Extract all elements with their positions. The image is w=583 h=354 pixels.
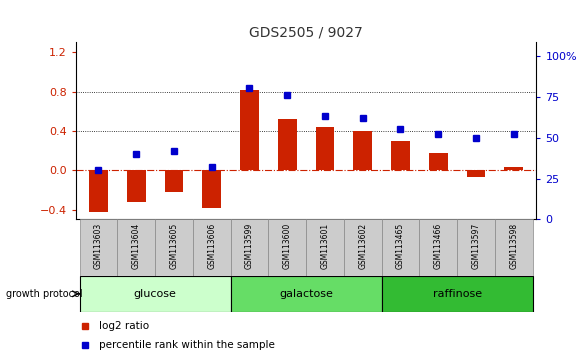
- Bar: [391, 141, 410, 170]
- Text: GSM113601: GSM113601: [321, 222, 329, 269]
- Bar: [504, 167, 523, 170]
- Bar: [193, 219, 230, 278]
- Text: GSM113598: GSM113598: [509, 222, 518, 269]
- Text: GSM113600: GSM113600: [283, 222, 292, 269]
- Bar: [306, 219, 344, 278]
- Text: GSM113466: GSM113466: [434, 222, 442, 269]
- Bar: [429, 153, 448, 170]
- Title: GDS2505 / 9027: GDS2505 / 9027: [249, 26, 363, 40]
- Text: raffinose: raffinose: [433, 289, 482, 299]
- Bar: [278, 119, 297, 170]
- Bar: [155, 219, 193, 278]
- Bar: [240, 90, 259, 170]
- Bar: [89, 170, 108, 212]
- Bar: [117, 219, 155, 278]
- Text: GSM113605: GSM113605: [170, 222, 178, 269]
- Text: GSM113606: GSM113606: [207, 222, 216, 269]
- Bar: [419, 219, 457, 278]
- Bar: [127, 170, 146, 202]
- Text: percentile rank within the sample: percentile rank within the sample: [99, 341, 275, 350]
- Bar: [230, 276, 382, 312]
- Bar: [466, 170, 486, 177]
- Bar: [230, 219, 268, 278]
- Bar: [268, 219, 306, 278]
- Bar: [79, 276, 230, 312]
- Bar: [315, 127, 335, 170]
- Text: GSM113604: GSM113604: [132, 222, 141, 269]
- Text: growth protocol: growth protocol: [6, 289, 82, 299]
- Text: GSM113602: GSM113602: [358, 222, 367, 269]
- Text: GSM113597: GSM113597: [472, 222, 480, 269]
- Bar: [164, 170, 184, 192]
- Text: log2 ratio: log2 ratio: [99, 321, 149, 331]
- Bar: [79, 219, 117, 278]
- Bar: [344, 219, 382, 278]
- Bar: [382, 276, 533, 312]
- Bar: [202, 170, 221, 208]
- Text: GSM113599: GSM113599: [245, 222, 254, 269]
- Text: GSM113603: GSM113603: [94, 222, 103, 269]
- Bar: [353, 131, 372, 170]
- Bar: [457, 219, 495, 278]
- Text: glucose: glucose: [134, 289, 177, 299]
- Bar: [495, 219, 533, 278]
- Text: galactose: galactose: [279, 289, 333, 299]
- Bar: [382, 219, 419, 278]
- Text: GSM113465: GSM113465: [396, 222, 405, 269]
